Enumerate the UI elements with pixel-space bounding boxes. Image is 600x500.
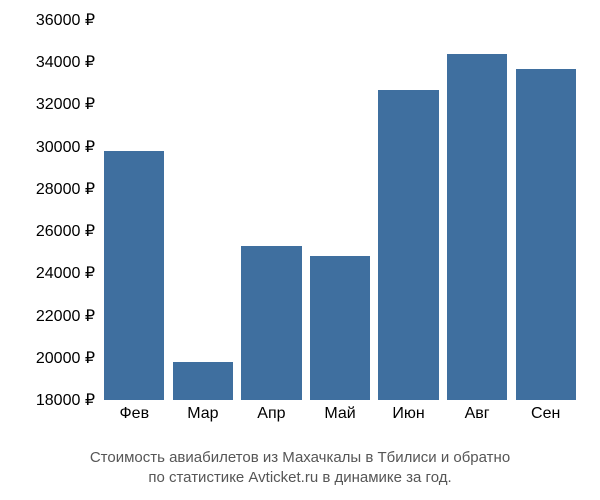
x-tick-label: Апр bbox=[257, 405, 285, 423]
x-axis: Фев Мар Апр Май Июн Авг Сен bbox=[100, 405, 580, 435]
x-tick-label: Фев bbox=[120, 405, 150, 423]
y-tick-label: 28000 ₽ bbox=[36, 179, 95, 199]
y-tick-label: 26000 ₽ bbox=[36, 221, 95, 241]
x-tick-label: Май bbox=[324, 405, 355, 423]
y-tick-label: 22000 ₽ bbox=[36, 306, 95, 326]
y-tick-label: 30000 ₽ bbox=[36, 137, 95, 157]
y-tick-label: 32000 ₽ bbox=[36, 94, 95, 114]
y-tick-label: 36000 ₽ bbox=[36, 10, 95, 30]
x-tick-label: Сен bbox=[531, 405, 560, 423]
caption-line-2: по статистике Avticket.ru в динамике за … bbox=[0, 468, 600, 488]
bar bbox=[310, 256, 370, 400]
y-tick-label: 18000 ₽ bbox=[36, 390, 95, 410]
chart-caption: Стоимость авиабилетов из Махачкалы в Тби… bbox=[0, 448, 600, 489]
x-tick-label: Июн bbox=[392, 405, 424, 423]
bar bbox=[104, 151, 164, 400]
bar bbox=[241, 246, 301, 400]
x-tick-label: Авг bbox=[465, 405, 490, 423]
y-tick-label: 34000 ₽ bbox=[36, 52, 95, 72]
bar bbox=[516, 69, 576, 400]
caption-line-1: Стоимость авиабилетов из Махачкалы в Тби… bbox=[0, 448, 600, 468]
x-tick-label: Мар bbox=[187, 405, 218, 423]
y-axis: 18000 ₽20000 ₽22000 ₽24000 ₽26000 ₽28000… bbox=[0, 20, 95, 400]
y-tick-label: 24000 ₽ bbox=[36, 263, 95, 283]
plot-area bbox=[100, 20, 580, 400]
price-chart: 18000 ₽ 20000 ₽ 22000 ₽ 24000 ₽ 26000 ₽ 28000… bbox=[0, 0, 600, 500]
bar bbox=[173, 362, 233, 400]
bar bbox=[378, 90, 438, 400]
bar bbox=[447, 54, 507, 400]
y-tick-label: 20000 ₽ bbox=[36, 348, 95, 368]
bars-group bbox=[100, 20, 580, 400]
